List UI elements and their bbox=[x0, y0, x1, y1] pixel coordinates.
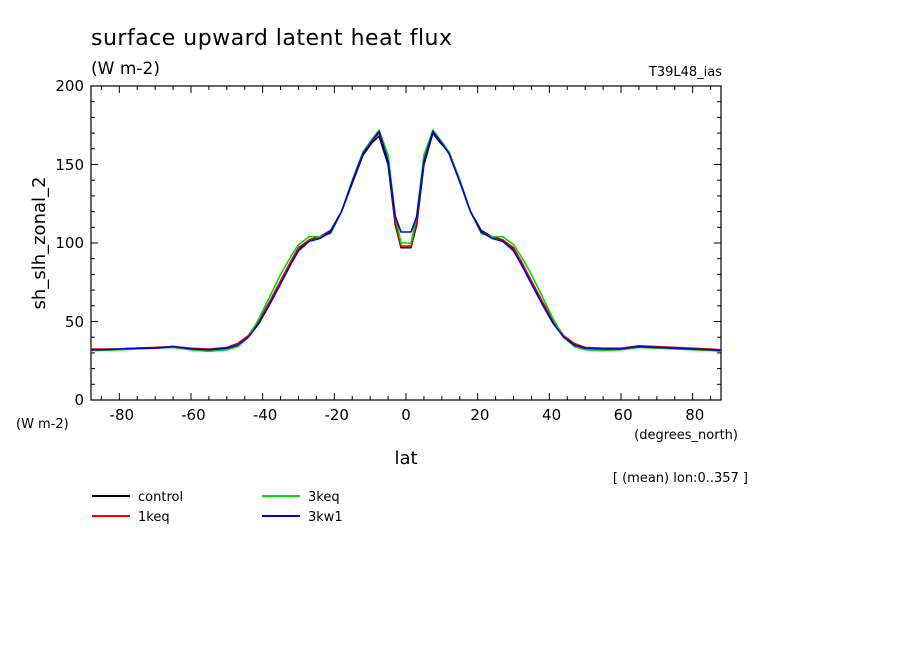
legend-label-3keq: 3keq bbox=[308, 490, 340, 505]
x-axis-units: (degrees_north) bbox=[634, 428, 738, 443]
experiment-label: T39L48_ias bbox=[648, 65, 722, 80]
x-tick-label: -60 bbox=[181, 406, 206, 424]
y-axis-label: sh_slh_zonal_2 bbox=[29, 177, 50, 310]
y-tick-labels: 0 50 100 150 200 bbox=[55, 77, 84, 409]
y-tick-label: 200 bbox=[55, 77, 84, 95]
series-line-3kw1 bbox=[91, 130, 722, 352]
series-line-3keq bbox=[91, 129, 722, 353]
x-tick-label: 80 bbox=[685, 406, 704, 424]
series-line-control bbox=[90, 132, 722, 352]
x-tick-labels: -80 -60 -40 -20 0 20 40 60 80 bbox=[110, 406, 705, 424]
x-tick-label: -80 bbox=[110, 406, 135, 424]
y-tick-label: 0 bbox=[74, 391, 84, 409]
chart-title: surface upward latent heat flux bbox=[91, 26, 453, 51]
legend: control 3keq 1keq 3kw1 bbox=[92, 490, 343, 525]
legend-label-1keq: 1keq bbox=[138, 510, 170, 525]
series-line-1keq bbox=[91, 130, 722, 351]
series-lines bbox=[90, 129, 722, 353]
x-tick-label: 60 bbox=[614, 406, 633, 424]
y-tick-label: 100 bbox=[55, 234, 84, 252]
x-tick-label: -20 bbox=[324, 406, 349, 424]
legend-label-3kw1: 3kw1 bbox=[308, 510, 343, 525]
chart-units: (W m-2) bbox=[91, 59, 160, 79]
legend-label-control: control bbox=[138, 490, 183, 505]
y-tick-label: 50 bbox=[65, 313, 84, 331]
x-axis-label: lat bbox=[394, 448, 417, 469]
axis-ticks bbox=[91, 85, 721, 401]
x-tick-label: -40 bbox=[253, 406, 278, 424]
y-axis-units: (W m-2) bbox=[16, 417, 69, 432]
x-tick-label: 20 bbox=[470, 406, 489, 424]
y-tick-label: 150 bbox=[55, 156, 84, 174]
x-tick-label: 40 bbox=[542, 406, 561, 424]
mean-note: [ (mean) lon:0..357 ] bbox=[613, 471, 748, 486]
x-tick-label: 0 bbox=[401, 406, 411, 424]
